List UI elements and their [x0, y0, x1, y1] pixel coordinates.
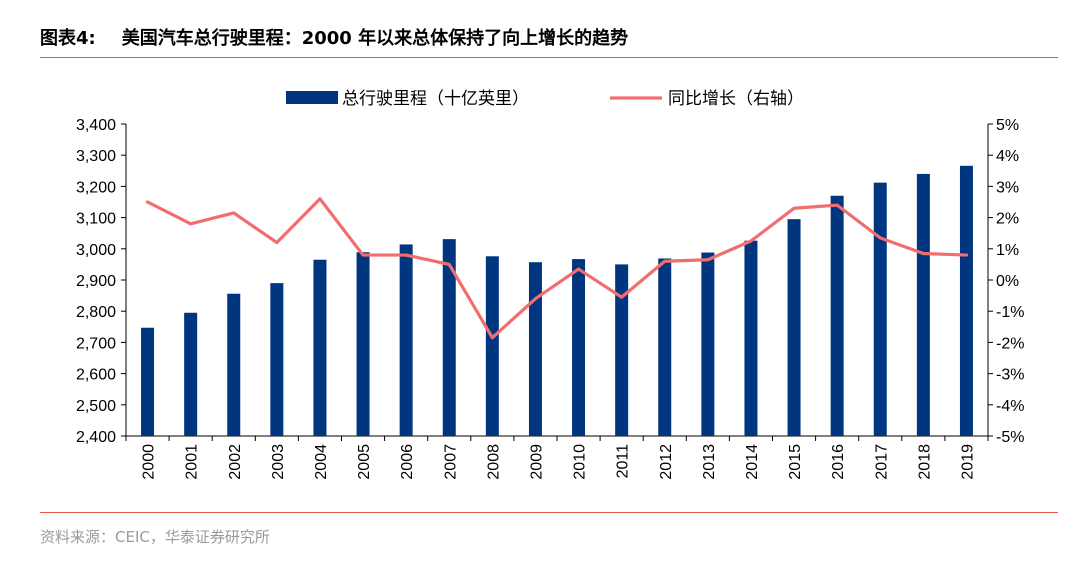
- line-point: [921, 251, 925, 255]
- x-tick-label: 2015: [787, 444, 804, 480]
- line-point: [275, 241, 279, 245]
- line-point: [792, 206, 796, 210]
- bar: [615, 264, 629, 436]
- axes: [121, 123, 993, 441]
- figure-title-text: 美国汽车总行驶里程：2000 年以来总体保持了向上增长的趋势: [121, 28, 629, 49]
- bar: [744, 240, 758, 436]
- left-tick-label: 2,800: [76, 304, 116, 321]
- bar: [356, 252, 370, 436]
- source-note: 资料来源：CEIC，华泰证券研究所: [40, 528, 270, 546]
- line-point: [706, 258, 710, 262]
- source-divider: [40, 512, 1058, 513]
- bar: [873, 182, 887, 436]
- x-tick-label: 2009: [528, 444, 545, 480]
- right-tick-label: 3%: [996, 179, 1019, 196]
- growth-line: [145, 197, 969, 340]
- x-tick-label: 2010: [572, 444, 589, 480]
- right-tick-label: -3%: [996, 367, 1024, 384]
- bar: [528, 262, 542, 436]
- x-tick-label: 2004: [313, 444, 330, 480]
- line-point: [533, 297, 537, 301]
- bar-series: [141, 165, 973, 437]
- line-point: [361, 253, 365, 257]
- left-tick-label: 3,400: [76, 117, 116, 134]
- line-point: [577, 267, 581, 271]
- x-tick-label: 2017: [873, 444, 890, 480]
- line-point: [404, 253, 408, 257]
- legend-bar-swatch: [286, 91, 338, 104]
- line-point: [318, 197, 322, 201]
- bar: [313, 259, 327, 436]
- left-tick-label: 2,700: [76, 335, 116, 352]
- bar: [141, 327, 155, 436]
- left-tick-label: 3,100: [76, 211, 116, 228]
- right-tick-label: -2%: [996, 335, 1024, 352]
- title-divider: [40, 57, 1058, 58]
- x-tick-label: 2018: [916, 444, 933, 480]
- right-tick-label: 2%: [996, 211, 1019, 228]
- x-tick-label: 2005: [356, 444, 373, 480]
- line-point: [189, 222, 193, 226]
- right-tick-label: 1%: [996, 242, 1019, 259]
- x-tick-label: 2007: [442, 444, 459, 480]
- left-tick-label: 2,500: [76, 398, 116, 415]
- bar: [270, 283, 284, 436]
- right-tick-label: -1%: [996, 304, 1024, 321]
- line-point: [663, 259, 667, 263]
- legend-line-label: 同比增长（右轴）: [668, 89, 804, 109]
- x-tick-label: 2006: [399, 444, 416, 480]
- bar: [830, 195, 844, 436]
- x-tick-label: 2013: [701, 444, 718, 480]
- line-point: [835, 203, 839, 207]
- x-tick-label: 2019: [959, 444, 976, 480]
- left-tick-label: 3,000: [76, 242, 116, 259]
- figure-title: 图表4: 美国汽车总行驶里程：2000 年以来总体保持了向上增长的趋势: [40, 24, 628, 50]
- figure-label: 图表4:: [40, 28, 96, 49]
- right-tick-label: 4%: [996, 148, 1019, 165]
- left-tick-label: 2,400: [76, 429, 116, 446]
- bar: [787, 219, 801, 436]
- x-tick-label: 2011: [615, 444, 632, 479]
- bar: [658, 258, 672, 436]
- right-tick-label: -5%: [996, 429, 1024, 446]
- left-tick-label: 3,200: [76, 179, 116, 196]
- bar: [572, 259, 586, 436]
- legend: 总行驶里程（十亿英里） 同比增长（右轴）: [286, 89, 804, 109]
- bar: [184, 312, 198, 436]
- x-tick-label: 2014: [744, 444, 761, 480]
- bar: [701, 252, 715, 436]
- left-tick-label: 2,600: [76, 367, 116, 384]
- line-point: [146, 200, 150, 204]
- line-point: [232, 211, 236, 215]
- bar: [485, 256, 499, 436]
- bar: [916, 173, 930, 437]
- left-tick-label: 2,900: [76, 273, 116, 290]
- x-tick-label: 2016: [830, 444, 847, 480]
- left-tick-label: 3,300: [76, 148, 116, 165]
- bar: [959, 165, 973, 437]
- x-tick-label: 2012: [658, 444, 675, 480]
- line-point: [964, 253, 968, 257]
- line-point: [490, 336, 494, 340]
- line-series: [145, 197, 969, 340]
- line-point: [620, 295, 624, 299]
- legend-bar-label: 总行驶里程（十亿英里）: [342, 89, 529, 109]
- x-tick-label: 2003: [270, 444, 287, 480]
- right-tick-label: 5%: [996, 117, 1019, 134]
- x-tick-label: 2002: [227, 444, 244, 480]
- tick-labels: 2,400 2,500 2,600 2,700 2,800 2,900 3,000 3,100…: [76, 117, 1025, 480]
- line-point: [749, 239, 753, 243]
- bar: [442, 239, 456, 436]
- line-point: [447, 262, 451, 266]
- x-tick-label: 2000: [141, 444, 158, 480]
- bar: [399, 244, 413, 436]
- x-tick-label: 2001: [184, 444, 201, 480]
- right-tick-label: -4%: [996, 398, 1024, 415]
- right-tick-label: 0%: [996, 273, 1019, 290]
- line-point: [878, 236, 882, 240]
- bar: [227, 293, 241, 436]
- x-tick-label: 2008: [485, 444, 502, 480]
